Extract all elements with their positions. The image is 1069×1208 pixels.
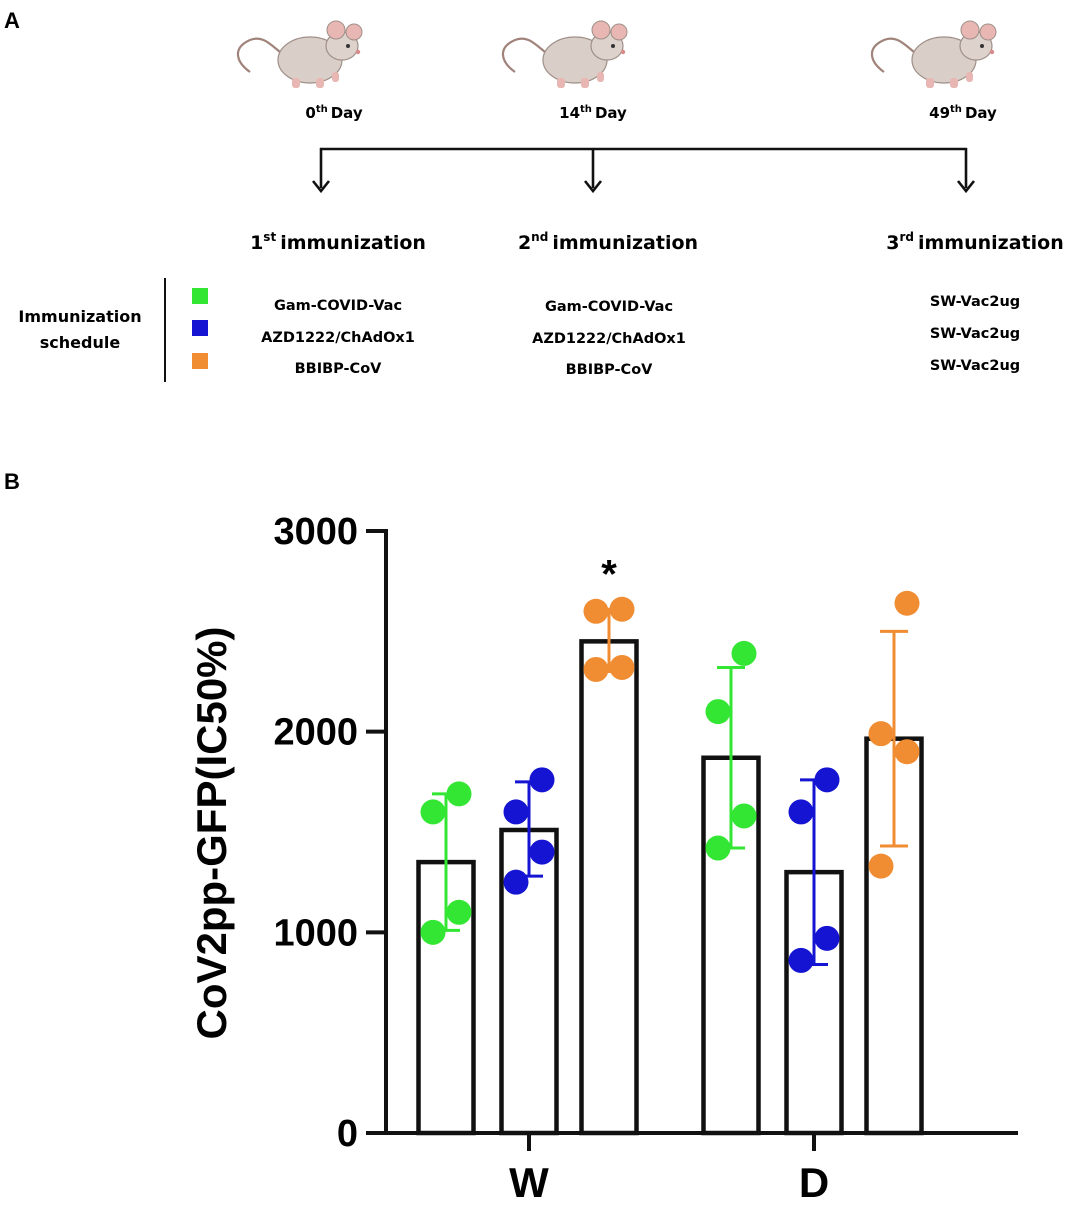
data-point-W-1-0 (503, 869, 529, 895)
bar-W-2 (579, 639, 639, 1136)
bar-chart: 0 1000 2000 3000 W D * (273, 511, 1018, 1206)
significance-annotation-0: * (601, 552, 617, 596)
vaccine-2-1: Gam-COVID-Vac (545, 299, 673, 315)
vaccine-1-3: BBIBP-CoV (295, 361, 383, 377)
panel-a-label: A (4, 8, 20, 33)
data-point-W-2-1 (609, 654, 635, 680)
data-point-W-0-0 (420, 919, 446, 945)
data-point-D-2-3 (894, 590, 920, 616)
schedule-label-line2: schedule (40, 333, 121, 352)
immunization-title-2: 2nd immunization (518, 230, 698, 254)
y-tick-label-2000: 2000 (273, 712, 358, 754)
mouse-icon-day49 (870, 19, 998, 90)
data-point-D-1-0 (788, 947, 814, 973)
y-axis-label: CoV2pp-GFP(IC50%) (188, 626, 235, 1039)
immunization-title-1: 1st immunization (250, 230, 426, 254)
data-point-W-1-1 (529, 839, 555, 865)
data-point-D-2-1 (894, 739, 920, 765)
timeline-bracket (311, 147, 976, 194)
data-point-W-2-0 (583, 656, 609, 682)
day-label-14: 14th Day (559, 104, 627, 122)
legend-swatch-orange (192, 353, 208, 369)
data-point-W-2-3 (609, 596, 635, 622)
schedule-label-line1: Immunization (18, 307, 141, 326)
data-point-W-0-2 (420, 799, 446, 825)
vaccine-2-2: AZD1222/ChAdOx1 (532, 331, 686, 347)
data-point-W-2-2 (583, 598, 609, 624)
data-point-W-0-1 (446, 899, 472, 925)
vaccine-3-2: SW-Vac2ug (930, 326, 1020, 342)
mouse-icon-day0 (236, 19, 364, 90)
data-point-D-0-2 (705, 699, 731, 725)
y-tick-label-3000: 3000 (273, 511, 358, 553)
y-tick-label-0: 0 (337, 1113, 358, 1155)
vaccine-3-3: SW-Vac2ug (930, 358, 1020, 374)
panel-b-label: B (4, 469, 20, 494)
day-label-0: 0th Day (305, 104, 362, 122)
data-point-D-0-1 (731, 803, 757, 829)
data-point-W-1-3 (529, 767, 555, 793)
vaccine-3-1: SW-Vac2ug (930, 294, 1020, 310)
legend-swatch-green (192, 288, 208, 304)
vaccine-1-2: AZD1222/ChAdOx1 (261, 330, 415, 346)
data-point-D-1-3 (814, 767, 840, 793)
immunization-title-3: 3rd immunization (886, 230, 1063, 254)
y-tick-label-1000: 1000 (273, 912, 358, 954)
x-tick-label-D: D (799, 1159, 829, 1206)
data-point-D-2-0 (868, 853, 894, 879)
x-tick-label-W: W (509, 1159, 549, 1206)
day-label-49: 49th Day (929, 104, 997, 122)
data-point-D-2-2 (868, 721, 894, 747)
vaccine-1-1: Gam-COVID-Vac (274, 298, 402, 314)
data-point-W-0-3 (446, 781, 472, 807)
data-point-D-0-3 (731, 640, 757, 666)
vaccine-2-3: BBIBP-CoV (566, 362, 654, 378)
legend-swatch-blue (192, 320, 208, 336)
data-point-D-0-0 (705, 835, 731, 861)
data-point-D-1-2 (788, 799, 814, 825)
data-point-D-1-1 (814, 925, 840, 951)
data-point-W-1-2 (503, 799, 529, 825)
mouse-icon-day14 (501, 19, 629, 90)
